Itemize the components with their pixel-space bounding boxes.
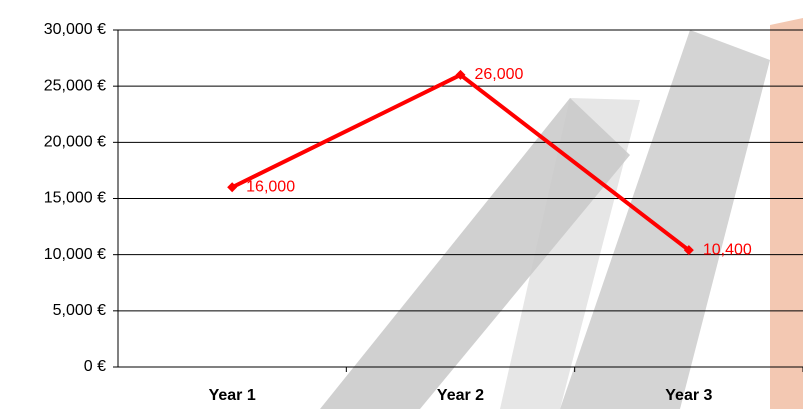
x-tick-label: Year 3 — [665, 387, 712, 404]
y-tick-label: 10,000 € — [44, 246, 106, 263]
y-tick-label: 15,000 € — [44, 190, 106, 207]
chart: 0 € 5,000 € 10,000 € 15,000 € 20,000 € 25,000… — [0, 0, 803, 409]
data-label: 16,000 — [246, 178, 295, 195]
y-tick-label: 25,000 € — [44, 77, 106, 94]
x-tick-label: Year 2 — [437, 387, 484, 404]
data-label: 26,000 — [475, 66, 524, 83]
y-tick-label: 30,000 € — [44, 21, 106, 38]
page: {"chart_data": {"type": "line", "categor… — [0, 0, 803, 409]
y-tick-label: 0 € — [84, 358, 106, 375]
x-tick-label: Year 1 — [209, 387, 256, 404]
y-tick-label: 20,000 € — [44, 134, 106, 151]
background-decoration — [320, 18, 803, 409]
data-label: 10,400 — [703, 241, 752, 258]
y-tick-label: 5,000 € — [53, 302, 106, 319]
